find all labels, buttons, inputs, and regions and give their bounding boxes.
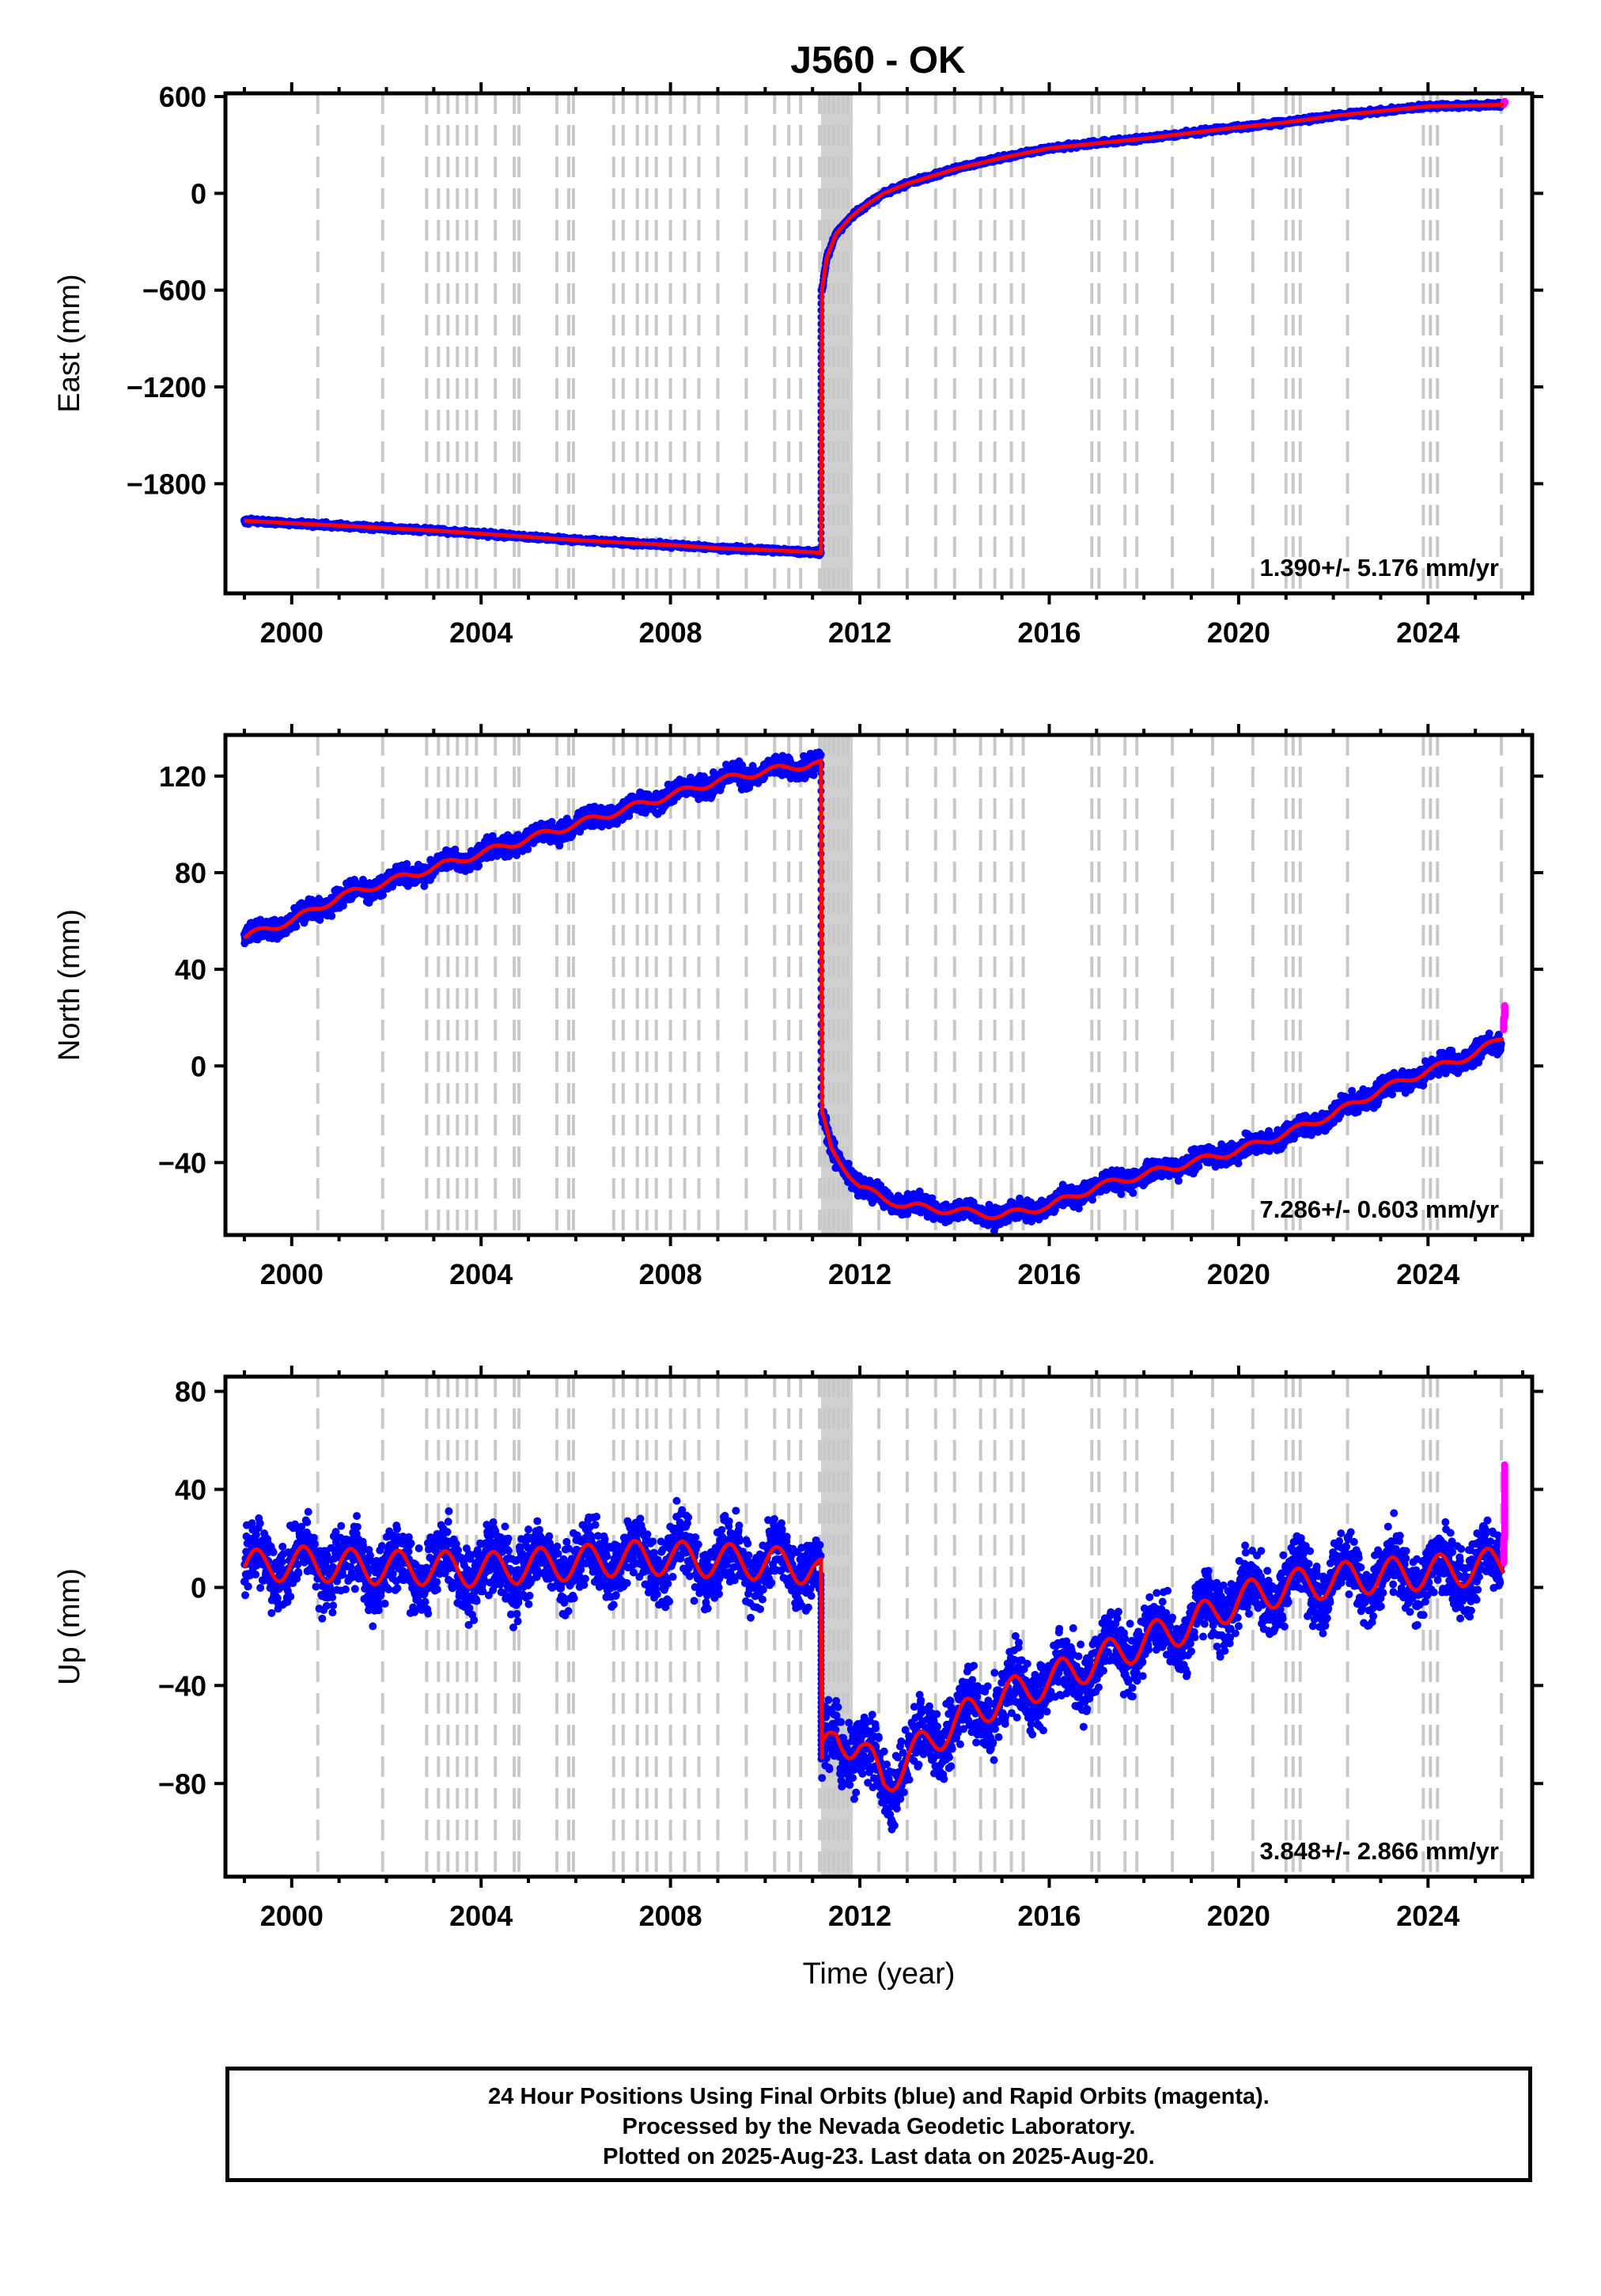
- chart-title: J560 - OK: [790, 40, 966, 81]
- y-tick-label: −600: [142, 275, 206, 307]
- model-curve: [244, 102, 1504, 555]
- x-tick-label: 2024: [1396, 616, 1459, 649]
- final-orbit-points: [240, 748, 1505, 1235]
- x-tick-label: 2004: [449, 616, 513, 649]
- plot-area: [240, 735, 1508, 1235]
- x-tick-label: 2016: [1017, 616, 1081, 649]
- data-point: [327, 911, 336, 920]
- x-tick-label: 2000: [260, 616, 324, 649]
- y-tick-label: 0: [191, 177, 206, 210]
- plot-area: [240, 93, 1508, 593]
- y-tick-label: 600: [159, 81, 206, 113]
- x-tick-label: 2012: [828, 616, 891, 649]
- final-orbit-points: [240, 98, 1505, 559]
- chart-panel-1: −1800 −1200 −600 0 600 2000 2004 2008 2012 2016 20…: [53, 81, 1543, 649]
- y-axis-label: East (mm): [53, 274, 86, 412]
- shaded-band: [820, 93, 853, 593]
- x-tick-label: 2008: [639, 616, 702, 649]
- velocity-annotation: 1.390+/- 5.176 mm/yr: [1260, 554, 1499, 582]
- y-tick-label: −1200: [127, 371, 206, 404]
- x-tick-label: 2020: [1207, 616, 1270, 649]
- y-tick-label: −1800: [127, 468, 206, 500]
- data-point: [292, 923, 301, 931]
